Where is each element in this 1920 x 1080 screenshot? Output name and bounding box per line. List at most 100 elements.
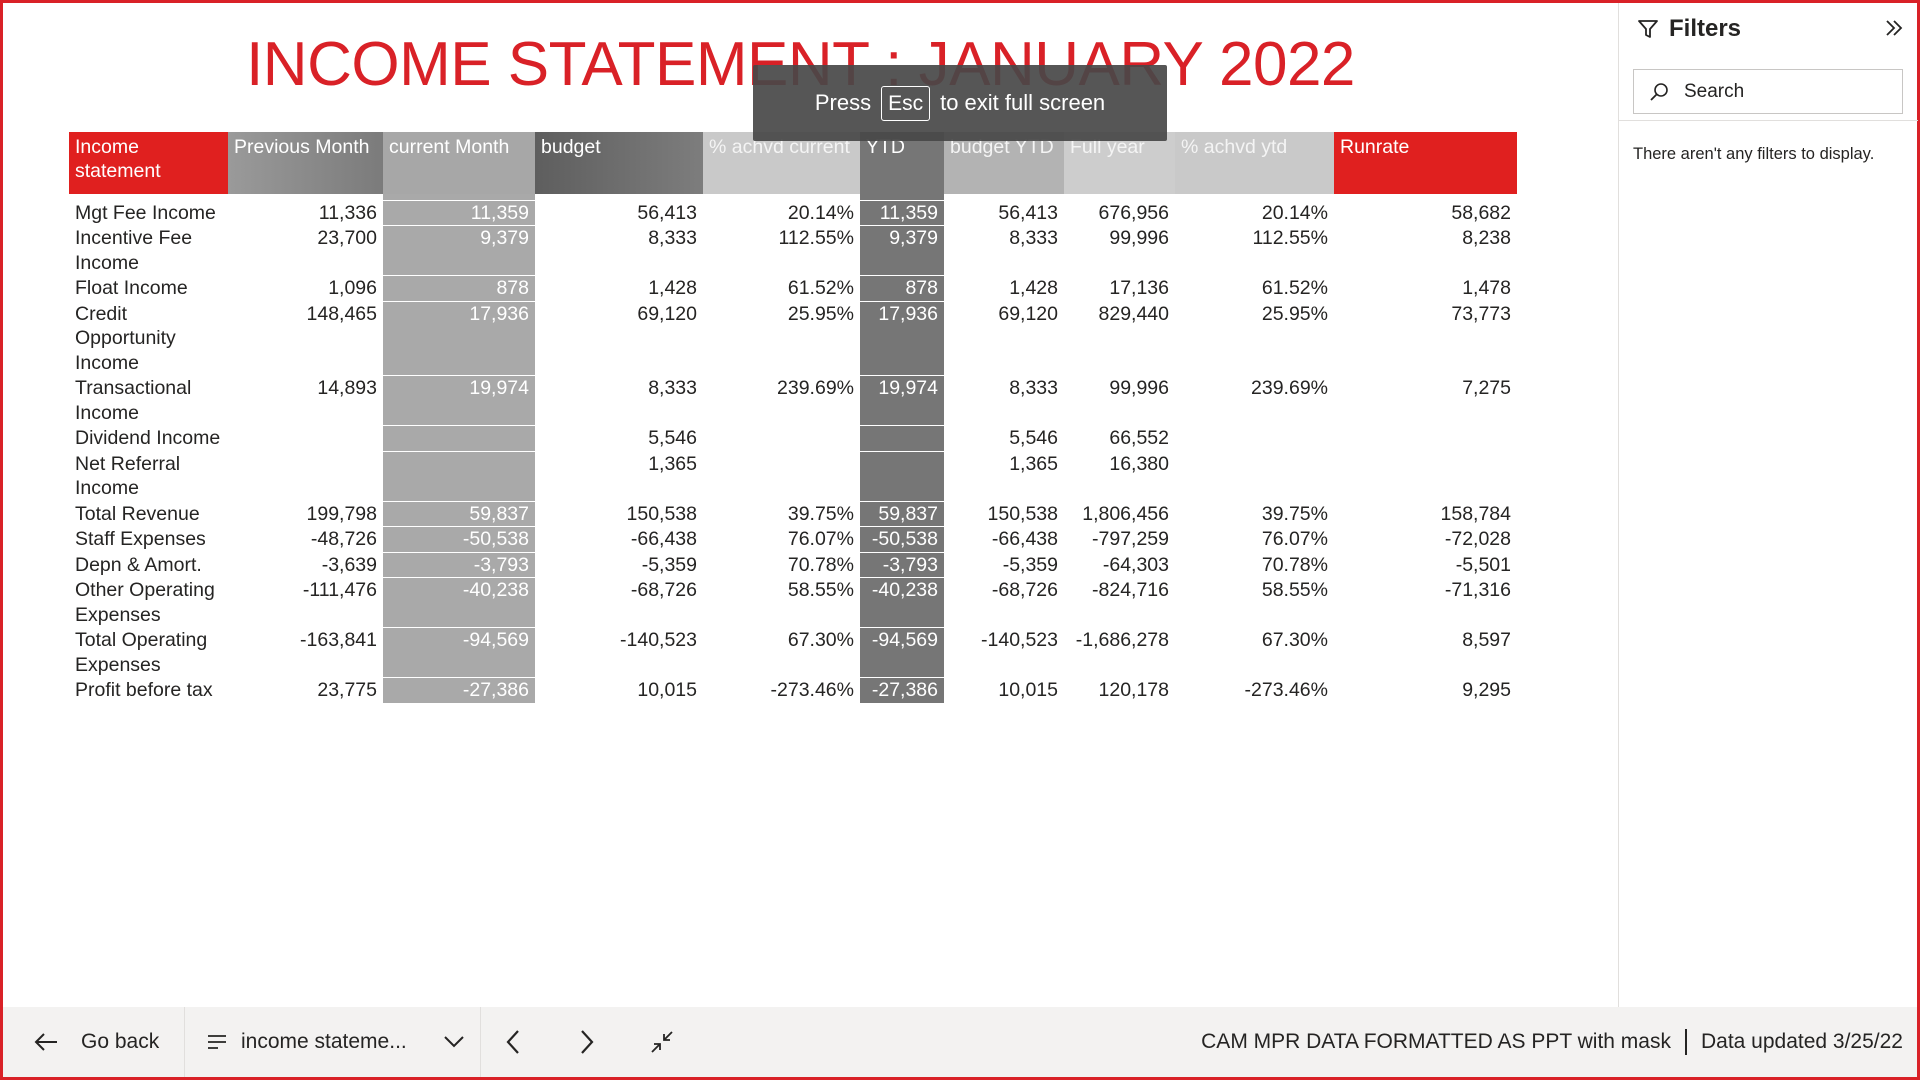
- table-cell: 56,413: [944, 199, 1064, 226]
- table-row[interactable]: Credit Opportunity Income 148,465 17,936 69…: [69, 300, 1517, 376]
- table-cell: 112.55%: [703, 225, 860, 276]
- column-header[interactable]: Full year: [1064, 132, 1175, 194]
- exit-fullscreen-button[interactable]: [649, 1007, 675, 1077]
- table-cell: 8,333: [944, 375, 1064, 426]
- table-cell: 8,238: [1334, 225, 1517, 276]
- table-cell: -5,359: [944, 551, 1064, 578]
- table-row[interactable]: Other Operating Expenses -111,476 -40,238-…: [69, 577, 1517, 628]
- table-header-row: Income statement Previous Month current …: [69, 132, 1517, 194]
- next-page-button[interactable]: [579, 1007, 595, 1077]
- table-cell: 5,546: [535, 425, 703, 451]
- table-cell: 1,428: [535, 275, 703, 301]
- table-cell: 67.30%: [703, 627, 860, 678]
- table-cell: 23,700: [228, 225, 383, 276]
- table-cell: 76.07%: [1175, 526, 1334, 552]
- table-row[interactable]: Total Revenue 199,798 59,837 150,538 39.75% 5…: [69, 500, 1517, 527]
- table-cell: 676,956: [1064, 199, 1175, 226]
- table-cell: -72,028: [1334, 526, 1517, 552]
- table-cell: -68,726: [535, 577, 703, 628]
- search-icon: [1650, 82, 1668, 101]
- table-cell: [860, 450, 944, 501]
- table-spacer: [69, 194, 1517, 200]
- table-cell: 58,682: [1334, 199, 1517, 226]
- filters-search-input[interactable]: Search: [1633, 69, 1903, 114]
- go-back-button[interactable]: Go back: [33, 1007, 159, 1077]
- table-cell: 150,538: [944, 500, 1064, 527]
- table-row[interactable]: Net Referral Income 1,365 1,365 16,380: [69, 450, 1517, 501]
- chevron-double-right-icon[interactable]: [1883, 17, 1905, 45]
- table-cell: 7,275: [1334, 375, 1517, 426]
- table-cell: 1,365: [944, 450, 1064, 501]
- table-cell: 1,806,456: [1064, 500, 1175, 527]
- column-header[interactable]: budget: [535, 132, 703, 194]
- column-header[interactable]: YTD: [860, 132, 944, 194]
- row-label: Net Referral Income: [69, 450, 228, 501]
- table-cell: 9,379: [860, 225, 944, 276]
- column-header[interactable]: Previous Month: [228, 132, 383, 194]
- table-row[interactable]: Transactional Income 14,893 19,974 8,333 239…: [69, 375, 1517, 426]
- table-cell: -66,438: [535, 526, 703, 552]
- table-cell: 829,440: [1064, 300, 1175, 376]
- table-cell: [383, 425, 535, 451]
- table-row[interactable]: Total Operating Expenses -163,841 -94,569-…: [69, 627, 1517, 678]
- table-cell: 70.78%: [1175, 551, 1334, 578]
- table-cell: 14,893: [228, 375, 383, 426]
- table-cell: -797,259: [1064, 526, 1175, 552]
- table-cell: -140,523: [944, 627, 1064, 678]
- filters-header: Filters: [1637, 15, 1741, 43]
- table-row[interactable]: Depn & Amort. -3,639 -3,793 -5,359 70.78% -3,…: [69, 551, 1517, 578]
- table-cell: 58.55%: [703, 577, 860, 628]
- table-row[interactable]: Profit before tax 23,775 -27,386 10,015 -273…: [69, 677, 1517, 703]
- table-cell: 61.52%: [703, 275, 860, 301]
- report-canvas: INCOME STATEMENT : JANUARY 2022 Income s…: [3, 3, 1618, 1007]
- table-row[interactable]: Incentive Fee Income 23,700 9,379 8,333 112.…: [69, 225, 1517, 276]
- table-cell: 61.52%: [1175, 275, 1334, 301]
- row-label: Incentive Fee Income: [69, 225, 228, 276]
- table-cell: -5,501: [1334, 551, 1517, 578]
- go-back-label: Go back: [81, 1030, 160, 1053]
- status-divider: [1684, 1029, 1687, 1055]
- table-cell: -71,316: [1334, 577, 1517, 628]
- table-cell: -27,386: [383, 677, 535, 703]
- table-cell: -64,303: [1064, 551, 1175, 578]
- table-cell: 9,295: [1334, 677, 1517, 703]
- table-cell: 17,936: [860, 300, 944, 376]
- table-row[interactable]: Float Income 1,096 878 1,428 61.52% 878 1,428 1…: [69, 275, 1517, 301]
- column-header[interactable]: Income statement: [69, 132, 228, 194]
- table-cell: 59,837: [383, 500, 535, 527]
- table-cell: 66,552: [1064, 425, 1175, 451]
- page-selector[interactable]: income stateme...: [207, 1007, 465, 1077]
- column-header[interactable]: % achvd current: [703, 132, 860, 194]
- column-header[interactable]: Runrate: [1334, 132, 1517, 194]
- chevron-down-icon: [443, 1032, 465, 1053]
- table-cell: -140,523: [535, 627, 703, 678]
- column-header[interactable]: % achvd ytd: [1175, 132, 1334, 194]
- table-cell: 58.55%: [1175, 577, 1334, 628]
- separator: [480, 1007, 481, 1077]
- table-row[interactable]: Staff Expenses -48,726 -50,538 -66,438 76.07…: [69, 526, 1517, 552]
- income-statement-table[interactable]: Income statement Previous Month current …: [69, 132, 1517, 703]
- exit-fullscreen-icon: [651, 1031, 673, 1053]
- table-cell: 10,015: [535, 677, 703, 703]
- table-cell: 59,837: [860, 500, 944, 527]
- table-cell: [1175, 450, 1334, 501]
- esc-key: Esc: [881, 85, 931, 121]
- table-cell: [1334, 450, 1517, 501]
- row-label: Profit before tax: [69, 677, 228, 703]
- row-label: Total Operating Expenses: [69, 627, 228, 678]
- page-list-icon: [208, 1035, 226, 1049]
- table-row[interactable]: Mgt Fee Income 11,336 11,359 56,413 20.14% 11…: [69, 199, 1517, 226]
- column-header[interactable]: budget YTD: [944, 132, 1064, 194]
- row-label: Total Revenue: [69, 500, 228, 527]
- column-header[interactable]: current Month: [383, 132, 535, 194]
- table-cell: 239.69%: [1175, 375, 1334, 426]
- table-cell: 8,333: [535, 375, 703, 426]
- table-cell: 112.55%: [1175, 225, 1334, 276]
- row-label: Float Income: [69, 275, 228, 301]
- previous-page-button[interactable]: [505, 1007, 521, 1077]
- table-cell: 19,974: [860, 375, 944, 426]
- search-placeholder: Search: [1684, 80, 1745, 102]
- table-row[interactable]: Dividend Income 5,546 5,546 66,552: [69, 425, 1517, 451]
- report-name: CAM MPR DATA FORMATTED AS PPT with mask: [1201, 1030, 1671, 1053]
